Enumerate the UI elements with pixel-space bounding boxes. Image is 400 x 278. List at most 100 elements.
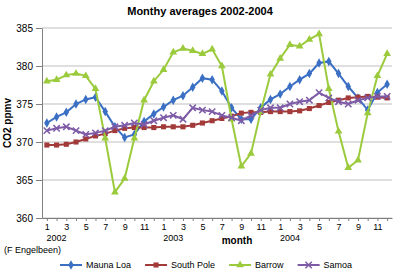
marker	[180, 116, 186, 122]
marker	[82, 71, 90, 78]
source: (F Engelbeen)	[4, 245, 61, 255]
marker	[209, 75, 214, 84]
tick	[193, 218, 194, 221]
tick	[270, 218, 271, 221]
marker	[102, 107, 107, 116]
tick-mark	[329, 218, 330, 221]
tick	[76, 218, 77, 221]
marker	[208, 45, 216, 52]
marker	[355, 93, 360, 102]
marker	[141, 121, 147, 127]
marker	[219, 86, 224, 95]
marker	[151, 109, 156, 118]
marker	[344, 163, 352, 170]
marker	[131, 120, 137, 126]
marker	[92, 130, 98, 136]
tick: 9	[356, 218, 361, 232]
tick: 7	[337, 218, 342, 232]
marker	[277, 105, 283, 111]
marker	[345, 101, 351, 107]
tick: 1	[45, 218, 50, 232]
tick-mark	[47, 218, 48, 221]
marker	[307, 69, 312, 78]
tick	[57, 218, 58, 221]
series-line	[47, 34, 387, 192]
marker	[317, 103, 322, 108]
marker	[296, 42, 304, 49]
marker	[83, 95, 88, 104]
marker	[383, 49, 391, 56]
marker	[180, 124, 185, 129]
marker	[297, 75, 302, 84]
marker	[160, 115, 166, 121]
tick	[173, 218, 174, 221]
marker	[64, 142, 69, 147]
legend-label: Samoa	[324, 260, 353, 270]
marker	[239, 111, 244, 116]
tick-mark	[36, 66, 42, 67]
axis-line	[42, 29, 43, 219]
marker	[169, 48, 177, 55]
marker	[210, 118, 215, 123]
marker	[189, 46, 197, 53]
marker	[200, 73, 205, 82]
tick-mark	[193, 218, 194, 221]
tick-label: 5	[317, 222, 322, 232]
tick-mark	[144, 218, 145, 221]
tick: 9	[123, 218, 128, 232]
marker	[238, 118, 244, 124]
marker	[171, 95, 176, 104]
marker	[286, 40, 294, 47]
tick	[232, 218, 233, 221]
marker	[62, 71, 70, 78]
grid-line	[42, 142, 392, 143]
marker	[287, 109, 292, 114]
tick-mark	[202, 218, 203, 221]
marker	[374, 93, 380, 99]
legend-marker	[305, 262, 311, 268]
marker	[346, 95, 351, 100]
marker	[307, 106, 312, 111]
marker	[316, 58, 321, 67]
tick	[290, 218, 291, 221]
marker	[92, 84, 100, 91]
grid-line	[42, 28, 392, 29]
tick-mark	[280, 218, 281, 221]
x-axis: 135791113579111357911	[43, 218, 393, 232]
tick-mark	[212, 218, 213, 221]
marker	[276, 54, 284, 61]
x-axis-title: month	[222, 235, 253, 246]
marker	[209, 108, 215, 114]
tick-mark	[154, 218, 155, 221]
marker	[171, 124, 176, 129]
marker	[121, 122, 127, 128]
legend-label: Barrow	[255, 260, 284, 270]
tick-mark	[261, 218, 262, 221]
tick	[115, 218, 116, 221]
marker	[73, 127, 79, 133]
tick-mark	[368, 218, 369, 221]
marker	[190, 123, 195, 128]
tick-mark	[222, 218, 223, 221]
tick-label: 370	[16, 137, 33, 148]
tick	[329, 218, 330, 221]
marker	[335, 127, 343, 134]
marker	[219, 112, 225, 118]
tick-label: 1	[45, 222, 50, 232]
marker	[170, 112, 176, 118]
tick-label: 11	[257, 222, 266, 232]
tick: 365	[16, 175, 42, 186]
marker	[83, 131, 89, 137]
tick-label: 11	[373, 222, 382, 232]
tick: 11	[140, 218, 149, 232]
tick: 5	[317, 218, 322, 232]
marker	[43, 77, 51, 84]
marker	[44, 118, 49, 127]
marker	[101, 134, 109, 141]
tick	[212, 218, 213, 221]
tick: 1	[278, 218, 283, 232]
tick-mark	[251, 218, 252, 221]
tick-label: 7	[337, 222, 342, 232]
legend: Mauna LoaSouth PoleBarrowSamoa	[60, 260, 352, 270]
marker	[374, 71, 382, 78]
